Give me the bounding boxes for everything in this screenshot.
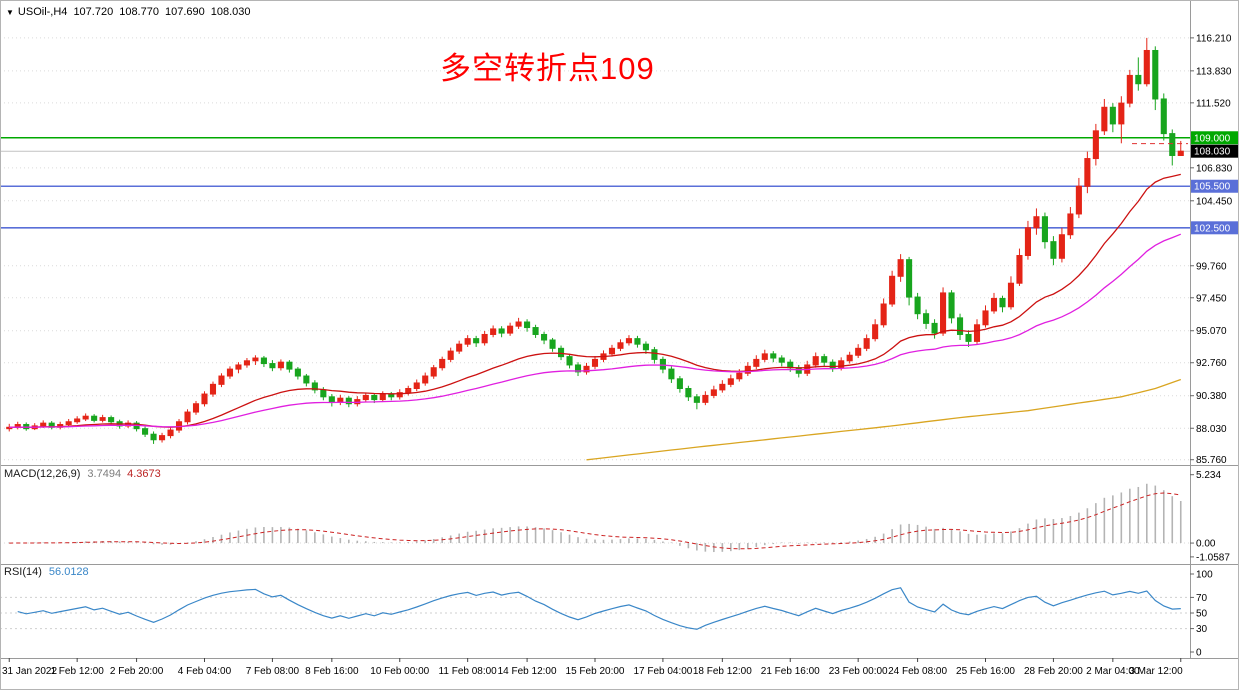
quote-open: 107.720 — [73, 6, 114, 18]
svg-text:95.070: 95.070 — [1196, 326, 1227, 337]
svg-text:11 Feb 08:00: 11 Feb 08:00 — [439, 666, 498, 677]
svg-text:99.760: 99.760 — [1196, 261, 1227, 272]
macd-axis[interactable]: 5.234 0.00 -1.0587 — [1190, 470, 1230, 563]
svg-text:2 Mar 04:00: 2 Mar 04:00 — [1086, 666, 1140, 677]
macd-signal-line — [9, 492, 1181, 550]
svg-text:7 Feb 08:00: 7 Feb 08:00 — [246, 666, 300, 677]
rsi-indicator-label: RSI(14) 56.0128 — [4, 566, 89, 578]
svg-text:102.500: 102.500 — [1194, 223, 1231, 234]
svg-text:30: 30 — [1196, 624, 1208, 635]
svg-text:21 Feb 16:00: 21 Feb 16:00 — [761, 666, 820, 677]
svg-text:10 Feb 00:00: 10 Feb 00:00 — [370, 666, 429, 677]
svg-text:3 Mar 12:00: 3 Mar 12:00 — [1129, 666, 1183, 677]
svg-text:50: 50 — [1196, 609, 1208, 620]
svg-text:116.210: 116.210 — [1196, 33, 1232, 44]
svg-text:70: 70 — [1196, 593, 1208, 604]
svg-text:14 Feb 12:00: 14 Feb 12:00 — [498, 666, 557, 677]
svg-text:17 Feb 04:00: 17 Feb 04:00 — [633, 666, 692, 677]
svg-text:31 Jan 2022: 31 Jan 2022 — [2, 666, 57, 677]
chart-annotation-text: 多空转折点109 — [440, 51, 655, 86]
candles — [6, 37, 1184, 444]
svg-text:88.030: 88.030 — [1196, 424, 1227, 435]
svg-text:90.380: 90.380 — [1196, 391, 1227, 402]
svg-text:104.450: 104.450 — [1196, 196, 1233, 207]
svg-text:28 Feb 20:00: 28 Feb 20:00 — [1024, 666, 1083, 677]
symbol-dropdown-arrow-icon[interactable]: ▼ — [6, 8, 14, 17]
quote-low: 107.690 — [164, 6, 205, 18]
rsi-value: 56.0128 — [48, 566, 89, 578]
rsi-panel-content — [0, 587, 1190, 630]
svg-text:15 Feb 20:00: 15 Feb 20:00 — [566, 666, 625, 677]
svg-text:25 Feb 16:00: 25 Feb 16:00 — [956, 666, 1015, 677]
svg-text:2 Feb 20:00: 2 Feb 20:00 — [110, 666, 164, 677]
svg-text:109.000: 109.000 — [1194, 133, 1231, 144]
svg-text:8 Feb 16:00: 8 Feb 16:00 — [305, 666, 359, 677]
svg-text:100: 100 — [1196, 570, 1213, 581]
svg-text:23 Feb 00:00: 23 Feb 00:00 — [829, 666, 888, 677]
svg-text:106.830: 106.830 — [1196, 163, 1233, 174]
svg-text:97.450: 97.450 — [1196, 293, 1227, 304]
rsi-name: RSI(14) — [4, 566, 42, 578]
svg-text:4 Feb 04:00: 4 Feb 04:00 — [178, 666, 232, 677]
svg-text:24 Feb 08:00: 24 Feb 08:00 — [888, 666, 947, 677]
price-gridlines — [0, 37, 1190, 461]
quote-close: 108.030 — [210, 6, 251, 18]
svg-text:5.234: 5.234 — [1196, 470, 1221, 481]
macd-name: MACD(12,26,9) — [4, 468, 81, 480]
price-axis[interactable]: 116.210 113.830 111.520 106.830 104.450 99.76… — [1190, 33, 1238, 466]
svg-text:105.500: 105.500 — [1194, 182, 1231, 193]
svg-text:1 Feb 12:00: 1 Feb 12:00 — [50, 666, 104, 677]
macd-indicator-label: MACD(12,26,9) 3.7494 4.3673 — [4, 468, 161, 480]
svg-text:92.760: 92.760 — [1196, 358, 1227, 369]
macd-main-value: 3.7494 — [87, 468, 122, 480]
macd-signal-value: 4.3673 — [127, 468, 161, 480]
quote-bar: ▼ USOil-,H4 107.720 108.770 107.690 108.030 — [6, 6, 251, 18]
macd-histogram — [8, 483, 1182, 553]
svg-text:18 Feb 12:00: 18 Feb 12:00 — [693, 666, 752, 677]
svg-text:-1.0587: -1.0587 — [1196, 552, 1230, 563]
rsi-axis[interactable]: 100 70 50 30 0 — [1190, 570, 1213, 659]
moving-averages — [9, 173, 1182, 461]
svg-text:0.00: 0.00 — [1196, 539, 1216, 550]
horizontal-line-objects[interactable] — [0, 136, 1190, 229]
svg-text:85.760: 85.760 — [1196, 455, 1227, 466]
svg-text:111.520: 111.520 — [1196, 98, 1231, 109]
symbol-timeframe-label: USOil-,H4 — [17, 6, 68, 18]
quote-high: 108.770 — [119, 6, 159, 18]
svg-text:113.830: 113.830 — [1196, 66, 1232, 77]
svg-text:0: 0 — [1196, 648, 1202, 659]
svg-text:108.030: 108.030 — [1194, 147, 1231, 158]
